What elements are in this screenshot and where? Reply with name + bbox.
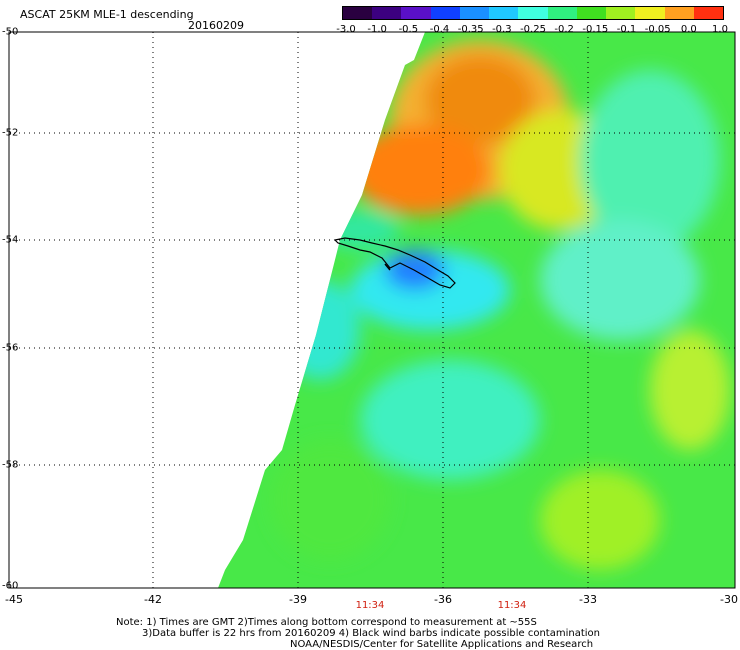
note-line-1: Note: 1) Times are GMT 2)Times along bot…	[116, 617, 537, 628]
colorbar-tick-label: -0.4	[429, 24, 450, 35]
x-label: -33	[579, 593, 597, 606]
colorbar-swatch	[430, 7, 460, 19]
note-line-2: 3)Data buffer is 22 hrs from 20160209 4)…	[142, 628, 600, 639]
y-label: -56	[2, 342, 19, 354]
colorbar-swatch	[343, 7, 373, 19]
colorbar-swatch	[664, 7, 694, 19]
graticule	[9, 32, 735, 588]
colorbar-tick-label: 0.0	[680, 24, 697, 35]
colorbar-tick-label: -1.0	[367, 24, 387, 35]
colorbar-tick-label: -0.3	[492, 24, 512, 35]
data-swath	[218, 32, 735, 588]
colorbar-swatch	[606, 7, 636, 19]
y-label: -50	[2, 26, 19, 38]
colorbar-tick-label: -0.25	[520, 24, 546, 35]
pass-time: 11:34	[355, 600, 385, 611]
note-line-3: NOAA/NESDIS/Center for Satellite Applica…	[290, 639, 594, 650]
colorbar-tick-label: -3.0	[336, 24, 356, 35]
x-label: -30	[720, 593, 738, 606]
x-label: -42	[144, 593, 162, 606]
x-label: -39	[289, 593, 307, 606]
colorbar	[342, 6, 724, 20]
coastline	[333, 237, 456, 289]
colorbar-swatch	[489, 7, 519, 19]
colorbar-swatch	[401, 7, 431, 19]
colorbar-tick-label: -0.5	[398, 24, 419, 35]
colorbar-swatch	[459, 7, 490, 19]
colorbar-swatch	[518, 7, 548, 19]
chart-title: ASCAT 25KM MLE-1 descending	[20, 8, 194, 21]
colorbar-tick-label: -0.35	[457, 24, 484, 35]
colorbar-swatch	[372, 7, 402, 19]
colorbar-swatch	[547, 7, 577, 19]
map-frame	[8, 31, 736, 589]
y-label: -52	[2, 127, 19, 139]
colorbar-swatch	[576, 7, 607, 19]
colorbar-tick-label: -0.1	[616, 24, 637, 35]
colorbar-swatch	[635, 7, 665, 19]
y-label: -58	[2, 459, 19, 471]
x-label: -45	[5, 593, 23, 606]
y-label: -54	[2, 234, 19, 246]
colorbar-swatch	[693, 7, 724, 19]
pass-time: 11:34	[497, 600, 527, 611]
colorbar-tick-label: -0.15	[582, 24, 609, 35]
x-label: -36	[434, 593, 452, 606]
colorbar-tick-label: -0.2	[554, 24, 574, 35]
colorbar-tick-label: 1.0	[712, 24, 728, 35]
colorbar-tick-label: -0.05	[644, 24, 671, 35]
y-label: -60	[2, 580, 19, 592]
chart-date: 20160209	[188, 19, 244, 32]
